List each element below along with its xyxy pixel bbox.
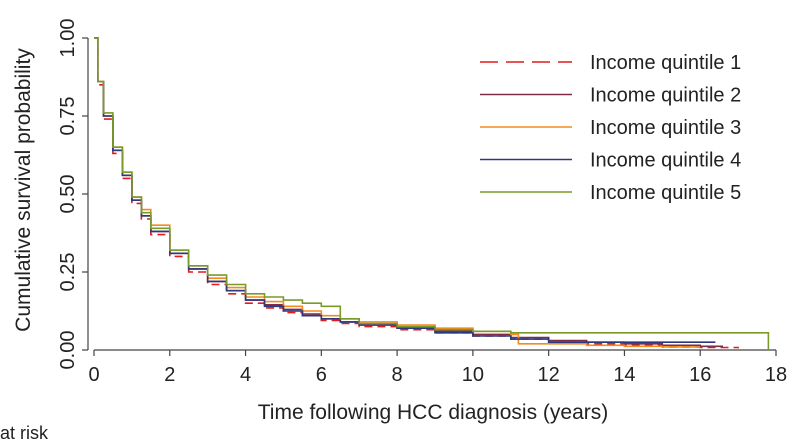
x-tick-label: 0 [88,364,99,386]
legend: Income quintile 1 Income quintile 2 Income… [480,52,741,204]
x-tick-label: 18 [765,364,787,386]
x-tick-label: 2 [164,364,175,386]
y-tick-label: 1.00 [57,19,79,58]
axes: 0 2 4 6 8 10 12 14 16 18 0.00 0.25 0.50 0.75 1.00 [57,19,787,386]
x-tick-label: 6 [316,364,327,386]
legend-label-quintile-3: Income quintile 3 [590,117,741,139]
x-tick-label: 14 [613,364,635,386]
at-risk-caption: at risk [0,423,49,443]
x-tick-label: 10 [462,364,484,386]
legend-label-quintile-5: Income quintile 5 [590,182,741,204]
y-tick-label: 0.00 [57,331,79,370]
y-tick-label: 0.75 [57,97,79,136]
series-line-quintile-4 [94,37,716,343]
series-layer [94,37,770,350]
x-tick-label: 12 [538,364,560,386]
y-tick-label: 0.50 [57,175,79,214]
y-axis-label: Cumulative survival probability [12,48,35,332]
legend-label-quintile-4: Income quintile 4 [590,150,741,172]
x-tick-label: 16 [689,364,711,386]
x-axis-label: Time following HCC diagnosis (years) [258,401,609,424]
legend-label-quintile-1: Income quintile 1 [590,52,741,74]
series-line-quintile-5 [94,37,770,350]
y-tick-label: 0.25 [57,253,79,292]
x-tick-label: 8 [392,364,403,386]
survival-chart: 0 2 4 6 8 10 12 14 16 18 0.00 0.25 0.50 0.75 1.00 Inco… [12,19,787,424]
legend-label-quintile-2: Income quintile 2 [590,85,741,107]
x-tick-label: 4 [240,364,251,386]
